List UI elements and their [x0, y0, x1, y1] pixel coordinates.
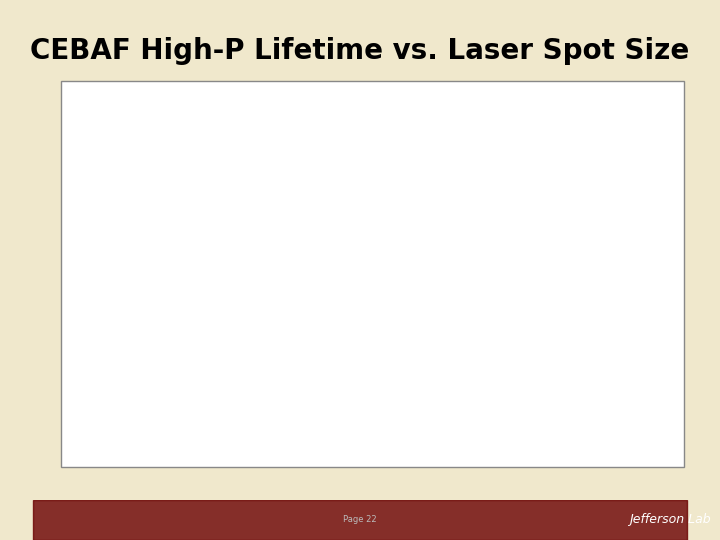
- Text: lt (2.0m lens) = 210 C: lt (2.0m lens) = 210 C: [438, 126, 592, 139]
- X-axis label: Charge (C): Charge (C): [354, 448, 438, 462]
- Text: CEBAF High-P Lifetime vs. Laser Spot Size: CEBAF High-P Lifetime vs. Laser Spot Siz…: [30, 37, 690, 65]
- Text: lt (1.5m lens) =  48 C: lt (1.5m lens) = 48 C: [438, 237, 588, 250]
- Y-axis label: QE (%): QE (%): [74, 234, 89, 287]
- Text: Page 22: Page 22: [343, 515, 377, 524]
- Text: Jefferson Lab: Jefferson Lab: [629, 513, 711, 526]
